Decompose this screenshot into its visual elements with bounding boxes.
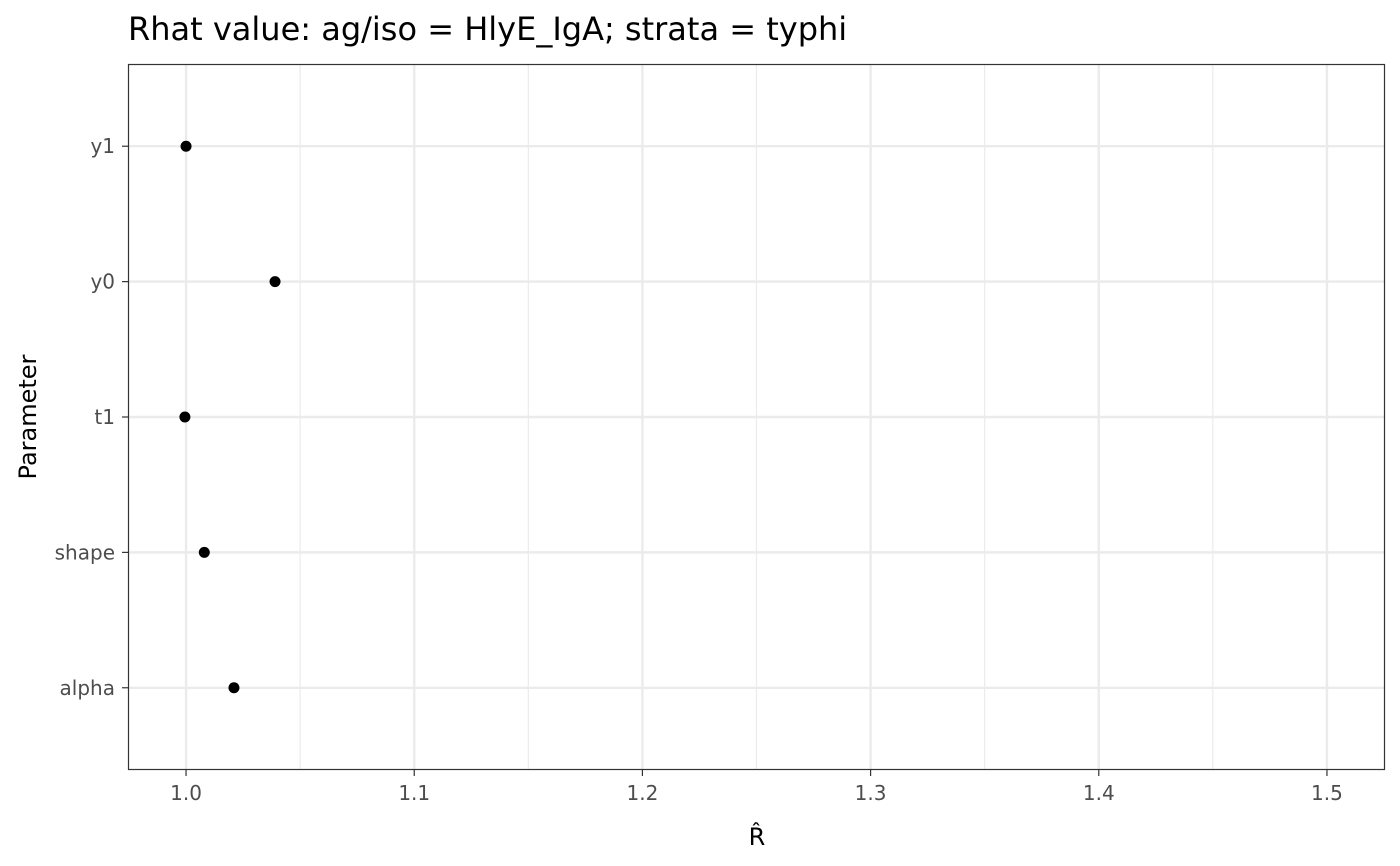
y-tick-label: shape (55, 540, 115, 564)
y-tick-label: y0 (90, 270, 115, 294)
data-point (269, 276, 281, 288)
x-axis: 1.0 1.1 1.2 1.3 1.4 1.5 (170, 769, 1343, 805)
y-axis-title: Parameter (14, 354, 42, 479)
x-tick-label: 1.4 (1083, 781, 1115, 805)
data-point (179, 411, 191, 423)
y-tick-label: t1 (94, 405, 115, 429)
y-axis: y1 y0 t1 shape alpha (55, 134, 129, 700)
x-tick-label: 1.1 (398, 781, 430, 805)
x-tick-label: 1.0 (170, 781, 202, 805)
data-points (179, 140, 281, 694)
data-point (180, 140, 192, 152)
data-point (228, 682, 240, 694)
x-tick-label: 1.5 (1311, 781, 1343, 805)
x-tick-label: 1.3 (855, 781, 887, 805)
x-axis-title: R̂ (749, 823, 766, 851)
chart-title: Rhat value: ag/iso = HlyE_IgA; strata = … (128, 10, 847, 48)
x-tick-label: 1.2 (627, 781, 659, 805)
data-point (198, 546, 210, 558)
y-tick-label: y1 (90, 134, 115, 158)
y-tick-label: alpha (60, 676, 115, 700)
